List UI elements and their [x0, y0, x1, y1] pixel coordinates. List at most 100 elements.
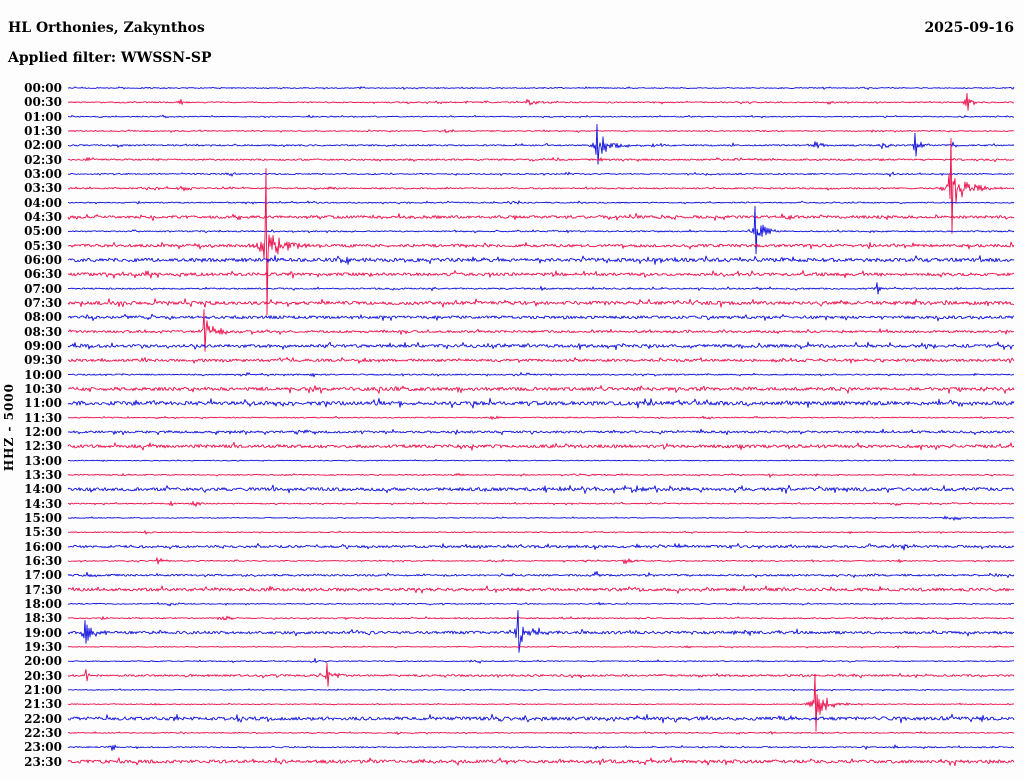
trace-row-14:00 — [67, 484, 1015, 494]
trace-row-00:00 — [67, 86, 1015, 90]
trace-row-20:30 — [67, 663, 1015, 687]
trace-row-07:00 — [67, 282, 1015, 295]
time-label-03:00: 03:00 — [24, 167, 62, 181]
time-label-23:00: 23:00 — [24, 740, 62, 755]
trace-row-19:00 — [67, 610, 1014, 653]
time-label-05:30: 05:30 — [24, 238, 62, 253]
trace-row-08:30 — [67, 309, 1015, 352]
trace-row-23:00 — [67, 744, 1014, 751]
trace-row-14:30 — [67, 500, 1015, 507]
time-label-04:30: 04:30 — [24, 210, 62, 224]
time-label-09:30: 09:30 — [24, 353, 62, 368]
time-label-10:30: 10:30 — [24, 381, 62, 396]
time-label-15:30: 15:30 — [24, 525, 62, 540]
time-label-20:30: 20:30 — [24, 668, 62, 683]
time-label-06:00: 06:00 — [24, 253, 62, 267]
time-label-06:30: 06:30 — [24, 267, 62, 282]
time-label-05:00: 05:00 — [24, 224, 62, 239]
trace-row-00:30 — [67, 92, 1015, 111]
trace-row-18:30 — [67, 615, 1015, 621]
time-label-07:30: 07:30 — [24, 295, 62, 310]
trace-row-06:30 — [67, 270, 1015, 279]
time-label-10:00: 10:00 — [24, 367, 62, 382]
time-label-12:30: 12:30 — [24, 439, 62, 454]
time-label-13:00: 13:00 — [24, 453, 62, 468]
time-label-09:00: 09:00 — [24, 338, 62, 353]
trace-row-15:30 — [67, 530, 1015, 535]
trace-row-09:30 — [67, 357, 1015, 364]
trace-row-12:00 — [67, 428, 1015, 436]
time-axis: 00:00 00:30 01:00 01:30 02:00 02:30 03:00 03:30… — [0, 0, 62, 780]
time-label-08:30: 08:30 — [24, 324, 62, 339]
time-label-00:00: 00:00 — [24, 81, 62, 95]
trace-row-13:30 — [67, 473, 1015, 478]
trace-row-02:00 — [67, 123, 1015, 165]
trace-row-04:30 — [67, 212, 1015, 222]
trace-row-02:30 — [67, 157, 1015, 163]
time-label-14:00: 14:00 — [24, 482, 62, 497]
time-label-16:00: 16:00 — [24, 539, 62, 554]
time-label-22:30: 22:30 — [24, 725, 62, 740]
time-label-01:00: 01:00 — [24, 109, 62, 124]
time-label-02:30: 02:30 — [24, 152, 62, 167]
time-label-20:00: 20:00 — [24, 654, 62, 669]
trace-row-15:00 — [67, 515, 1015, 521]
time-label-16:30: 16:30 — [24, 553, 62, 568]
time-label-02:00: 02:00 — [24, 138, 62, 153]
trace-row-13:00 — [67, 459, 1015, 462]
trace-row-03:30 — [67, 137, 1015, 234]
time-label-04:00: 04:00 — [24, 195, 62, 210]
trace-row-10:30 — [67, 385, 1015, 394]
time-label-18:00: 18:00 — [24, 596, 62, 611]
trace-row-07:30 — [67, 298, 1015, 308]
date-label: 2025-09-16 — [924, 20, 1014, 36]
trace-row-11:30 — [67, 415, 1015, 420]
trace-row-21:00 — [68, 688, 1015, 692]
trace-row-21:30 — [67, 673, 1014, 732]
trace-row-01:30 — [67, 129, 1015, 134]
trace-row-05:30 — [67, 168, 1015, 316]
station-title: HL Orthonies, Zakynthos — [8, 20, 205, 36]
trace-row-20:00 — [68, 657, 1015, 664]
time-label-22:00: 22:00 — [24, 711, 62, 726]
trace-row-22:30 — [67, 730, 1015, 735]
trace-row-09:00 — [67, 341, 1015, 351]
trace-row-23:30 — [67, 757, 1015, 767]
time-label-01:30: 01:30 — [24, 124, 62, 138]
trace-row-03:00 — [67, 171, 1015, 177]
time-label-07:00: 07:00 — [24, 281, 62, 296]
trace-row-19:30 — [67, 645, 1015, 649]
trace-row-05:00 — [67, 205, 1015, 255]
time-label-15:00: 15:00 — [24, 510, 62, 525]
trace-row-08:00 — [67, 313, 1014, 322]
time-label-00:30: 00:30 — [24, 95, 62, 110]
trace-row-17:00 — [67, 570, 1015, 578]
time-label-18:30: 18:30 — [24, 611, 62, 626]
time-label-12:00: 12:00 — [24, 424, 62, 439]
time-label-19:00: 19:00 — [24, 625, 62, 640]
time-label-13:30: 13:30 — [24, 467, 62, 482]
trace-row-16:00 — [67, 543, 1015, 551]
trace-row-17:30 — [67, 585, 1015, 594]
trace-row-11:00 — [67, 397, 1015, 409]
time-label-11:00: 11:00 — [24, 396, 62, 411]
time-label-21:00: 21:00 — [24, 682, 62, 697]
trace-row-16:30 — [67, 557, 1015, 565]
filter-label: Applied filter: WWSSN-SP — [8, 50, 212, 66]
trace-row-04:00 — [68, 200, 1015, 205]
time-label-08:00: 08:00 — [24, 310, 62, 325]
trace-row-18:00 — [67, 601, 1015, 607]
time-label-19:30: 19:30 — [24, 639, 62, 654]
trace-row-10:00 — [67, 372, 1015, 378]
time-label-14:30: 14:30 — [24, 496, 62, 511]
time-label-21:30: 21:30 — [24, 697, 62, 712]
time-label-23:30: 23:30 — [24, 754, 62, 769]
time-label-17:30: 17:30 — [24, 582, 62, 597]
time-label-11:30: 11:30 — [24, 410, 62, 425]
trace-row-06:00 — [67, 255, 1015, 265]
time-label-03:30: 03:30 — [24, 181, 62, 196]
time-label-17:00: 17:00 — [24, 568, 62, 583]
trace-row-22:00 — [67, 713, 1015, 724]
trace-row-12:30 — [67, 441, 1015, 451]
